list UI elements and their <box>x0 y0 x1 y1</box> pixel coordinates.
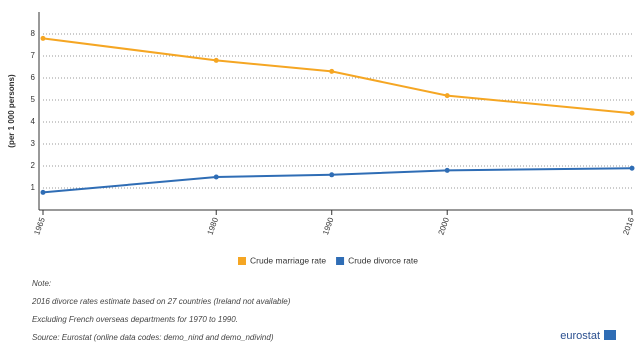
brand: eurostat <box>560 330 600 342</box>
legend-swatch <box>238 257 246 265</box>
x-tick-label: 1965 <box>32 216 47 236</box>
legend-label: Crude divorce rate <box>348 255 418 265</box>
point <box>213 57 219 63</box>
x-tick-label: 1990 <box>321 216 336 236</box>
point <box>629 110 635 116</box>
legend-swatch <box>336 257 345 265</box>
point <box>329 68 335 74</box>
point <box>329 172 335 178</box>
note: Source: Eurostat (online data codes: dem… <box>32 333 274 342</box>
y-tick-label: 5 <box>31 95 36 104</box>
series-line <box>42 37 633 115</box>
y-tick-label: 1 <box>31 183 36 192</box>
y-tick-label: 3 <box>31 139 36 148</box>
note-heading: Note: <box>32 279 51 288</box>
x-tick-label: 2000 <box>437 216 452 236</box>
note: 2016 divorce rates estimate based on 27 … <box>31 297 291 306</box>
y-tick-label: 7 <box>31 51 36 60</box>
x-tick-label: 1980 <box>206 216 221 236</box>
point <box>40 189 46 195</box>
y-tick-label: 4 <box>31 117 36 126</box>
point <box>444 167 450 173</box>
legend-label: Crude marriage rate <box>250 255 326 265</box>
y-tick-label: 6 <box>31 73 36 82</box>
note: Excluding French overseas departments fo… <box>32 315 238 324</box>
point <box>629 165 635 171</box>
y-tick-label: 8 <box>31 29 36 38</box>
point <box>444 93 450 99</box>
x-tick-label: 2016 <box>621 216 636 236</box>
point <box>213 174 219 180</box>
y-tick-label: 2 <box>31 161 36 170</box>
brand-flag <box>604 330 616 340</box>
y-axis-label: (per 1 000 persons) <box>7 74 16 148</box>
point <box>40 35 46 41</box>
series-line <box>42 167 633 194</box>
